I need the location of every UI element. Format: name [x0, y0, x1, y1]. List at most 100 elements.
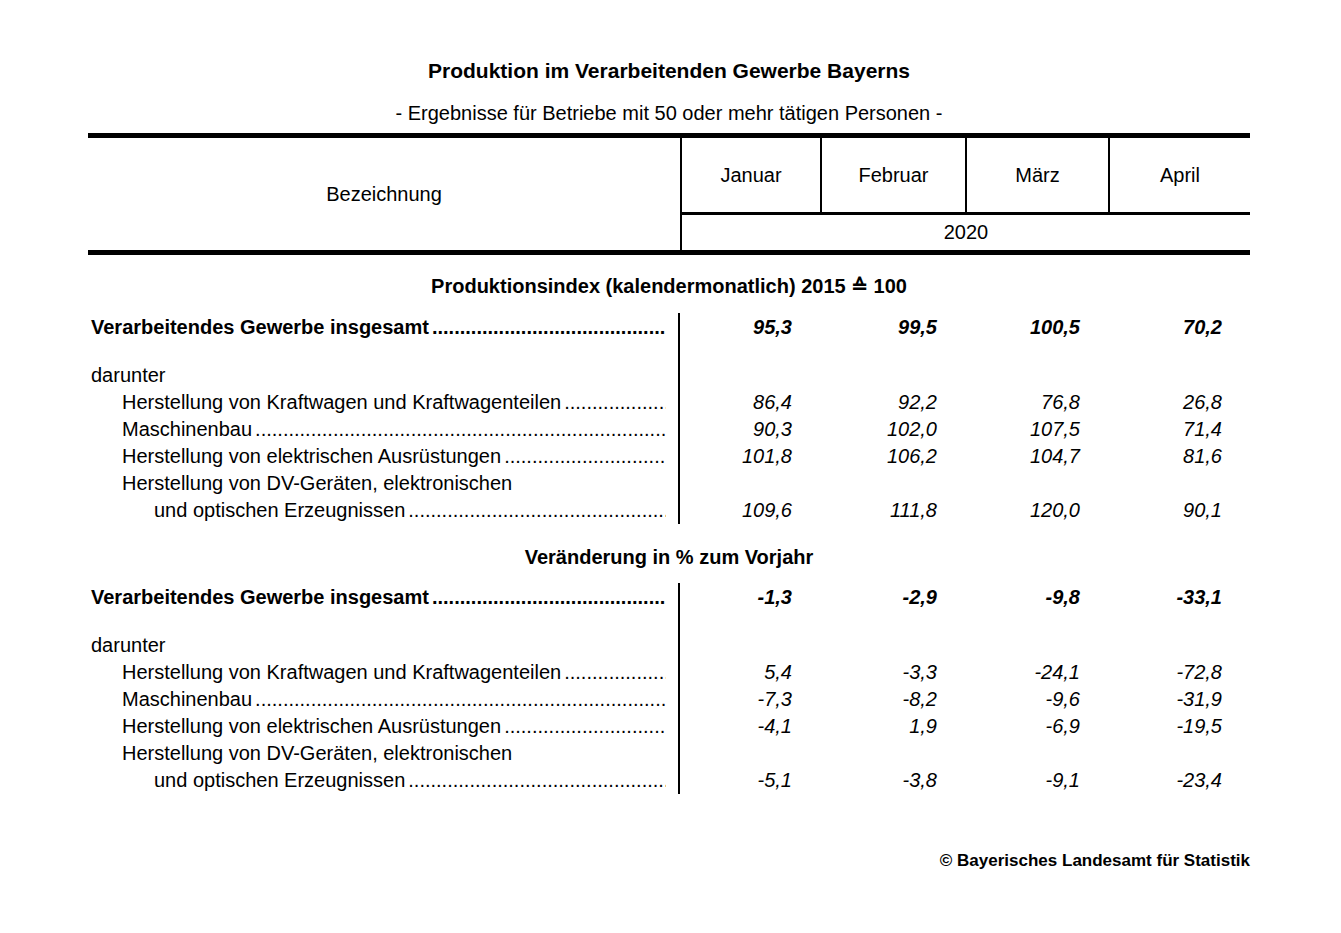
- value-cell: 90,3: [680, 416, 820, 443]
- value-cell: [965, 740, 1108, 767]
- column-header-februar: Februar: [820, 138, 965, 212]
- value-cell: 26,8: [1108, 389, 1250, 416]
- value-cell: -19,5: [1108, 713, 1250, 740]
- value-cell: -9,1: [965, 767, 1108, 794]
- value-cell: 76,8: [965, 389, 1108, 416]
- value-cell: 90,1: [1108, 497, 1250, 524]
- leader-dots: ........................................…: [564, 391, 666, 414]
- value-cell: [1108, 611, 1250, 632]
- value-cell: 100,5: [965, 313, 1108, 341]
- table-spacer-row: [88, 341, 1250, 362]
- value-cell: -4,1: [680, 713, 820, 740]
- value-cell: 107,5: [965, 416, 1108, 443]
- value-cell: [820, 611, 965, 632]
- copyright-notice: © Bayerisches Landesamt für Statistik: [88, 849, 1250, 873]
- row-label-cell: Herstellung von DV-Geräten, elektronisch…: [88, 740, 680, 767]
- value-cell: [820, 362, 965, 389]
- value-cell: -6,9: [965, 713, 1108, 740]
- document-content: Produktion im Verarbeitenden Gewerbe Bay…: [88, 0, 1250, 873]
- leader-dots: ........................................…: [408, 499, 666, 522]
- table-row: Herstellung von Kraftwagen und Kraftwage…: [88, 659, 1250, 686]
- value-cell: -72,8: [1108, 659, 1250, 686]
- value-cell: 106,2: [820, 443, 965, 470]
- value-cell: -9,8: [965, 583, 1108, 611]
- row-label: Herstellung von elektrischen Ausrüstunge…: [122, 445, 501, 468]
- row-label-cell: und optischen Erzeugnissen..............…: [88, 767, 680, 794]
- row-label: Verarbeitendes Gewerbe insgesamt: [91, 586, 429, 609]
- column-header-april: April: [1108, 138, 1250, 212]
- value-cell: 86,4: [680, 389, 820, 416]
- value-cell: [1108, 470, 1250, 497]
- table-row: Herstellung von elektrischen Ausrüstunge…: [88, 443, 1250, 470]
- row-label-cell: Herstellung von Kraftwagen und Kraftwage…: [88, 389, 680, 416]
- row-label: Maschinenbau: [122, 688, 252, 711]
- table-row: darunter: [88, 362, 1250, 389]
- value-cell: [820, 740, 965, 767]
- leader-dots: ........................................…: [432, 586, 666, 609]
- table-row: Verarbeitendes Gewerbe insgesamt........…: [88, 583, 1250, 611]
- value-cell: [820, 470, 965, 497]
- value-cell: -33,1: [1108, 583, 1250, 611]
- row-label-cell: Verarbeitendes Gewerbe insgesamt........…: [88, 583, 680, 611]
- leader-dots: ........................................…: [564, 661, 666, 684]
- month-columns-group: Januar Februar März April 2020: [680, 138, 1250, 250]
- row-label-cell: Herstellung von elektrischen Ausrüstunge…: [88, 713, 680, 740]
- row-label: und optischen Erzeugnissen: [154, 769, 405, 792]
- row-label-cell: Maschinenbau............................…: [88, 416, 680, 443]
- value-cell: 81,6: [1108, 443, 1250, 470]
- value-cell: [820, 632, 965, 659]
- leader-dots: ........................................…: [255, 418, 666, 441]
- table-row: Herstellung von DV-Geräten, elektronisch…: [88, 470, 1250, 497]
- value-cell: [1108, 740, 1250, 767]
- value-cell: 71,4: [1108, 416, 1250, 443]
- table-row: Herstellung von elektrischen Ausrüstunge…: [88, 713, 1250, 740]
- section-rows: Verarbeitendes Gewerbe insgesamt........…: [88, 313, 1250, 524]
- table-header: Bezeichnung Januar Februar März April 20…: [88, 133, 1250, 255]
- value-cell: 120,0: [965, 497, 1108, 524]
- value-cell: [680, 362, 820, 389]
- value-cell: -7,3: [680, 686, 820, 713]
- value-cell: -3,8: [820, 767, 965, 794]
- page-title: Produktion im Verarbeitenden Gewerbe Bay…: [88, 0, 1250, 83]
- leader-dots: ........................................…: [432, 316, 666, 339]
- value-cell: 102,0: [820, 416, 965, 443]
- row-label-cell: darunter: [88, 632, 680, 659]
- value-cell: 95,3: [680, 313, 820, 341]
- row-label-cell: und optischen Erzeugnissen..............…: [88, 497, 680, 524]
- column-header-maerz: März: [965, 138, 1108, 212]
- section-heading: Produktionsindex (kalendermonatlich) 201…: [88, 272, 1250, 300]
- row-label: Herstellung von elektrischen Ausrüstunge…: [122, 715, 501, 738]
- row-label-cell: Herstellung von elektrischen Ausrüstunge…: [88, 443, 680, 470]
- value-cell: 109,6: [680, 497, 820, 524]
- value-cell: 1,9: [820, 713, 965, 740]
- row-label: darunter: [91, 364, 166, 387]
- value-cell: [680, 740, 820, 767]
- row-label: darunter: [91, 634, 166, 657]
- table-row: Maschinenbau............................…: [88, 416, 1250, 443]
- value-cell: 5,4: [680, 659, 820, 686]
- value-cell: -5,1: [680, 767, 820, 794]
- section-rows: Verarbeitendes Gewerbe insgesamt........…: [88, 583, 1250, 794]
- section-heading: Veränderung in % zum Vorjahr: [88, 543, 1250, 571]
- value-cell: [680, 470, 820, 497]
- value-cell: [1108, 362, 1250, 389]
- value-cell: [1108, 632, 1250, 659]
- row-label-cell: Herstellung von DV-Geräten, elektronisch…: [88, 470, 680, 497]
- value-cell: 99,5: [820, 313, 965, 341]
- value-cell: -23,4: [1108, 767, 1250, 794]
- value-cell: -9,6: [965, 686, 1108, 713]
- value-cell: [680, 611, 820, 632]
- value-cell: [965, 341, 1108, 362]
- document-page: Produktion im Verarbeitenden Gewerbe Bay…: [0, 0, 1341, 933]
- row-label: Herstellung von Kraftwagen und Kraftwage…: [122, 391, 561, 414]
- table-spacer-row: [88, 611, 1250, 632]
- row-label: Herstellung von DV-Geräten, elektronisch…: [122, 472, 512, 495]
- table-row: und optischen Erzeugnissen..............…: [88, 497, 1250, 524]
- leader-dots: ........................................…: [255, 688, 666, 711]
- column-header-bezeichnung: Bezeichnung: [88, 138, 680, 250]
- row-label-cell: [88, 341, 680, 362]
- value-cell: [680, 632, 820, 659]
- leader-dots: ........................................…: [408, 769, 666, 792]
- table-row: Herstellung von Kraftwagen und Kraftwage…: [88, 389, 1250, 416]
- value-cell: [965, 611, 1108, 632]
